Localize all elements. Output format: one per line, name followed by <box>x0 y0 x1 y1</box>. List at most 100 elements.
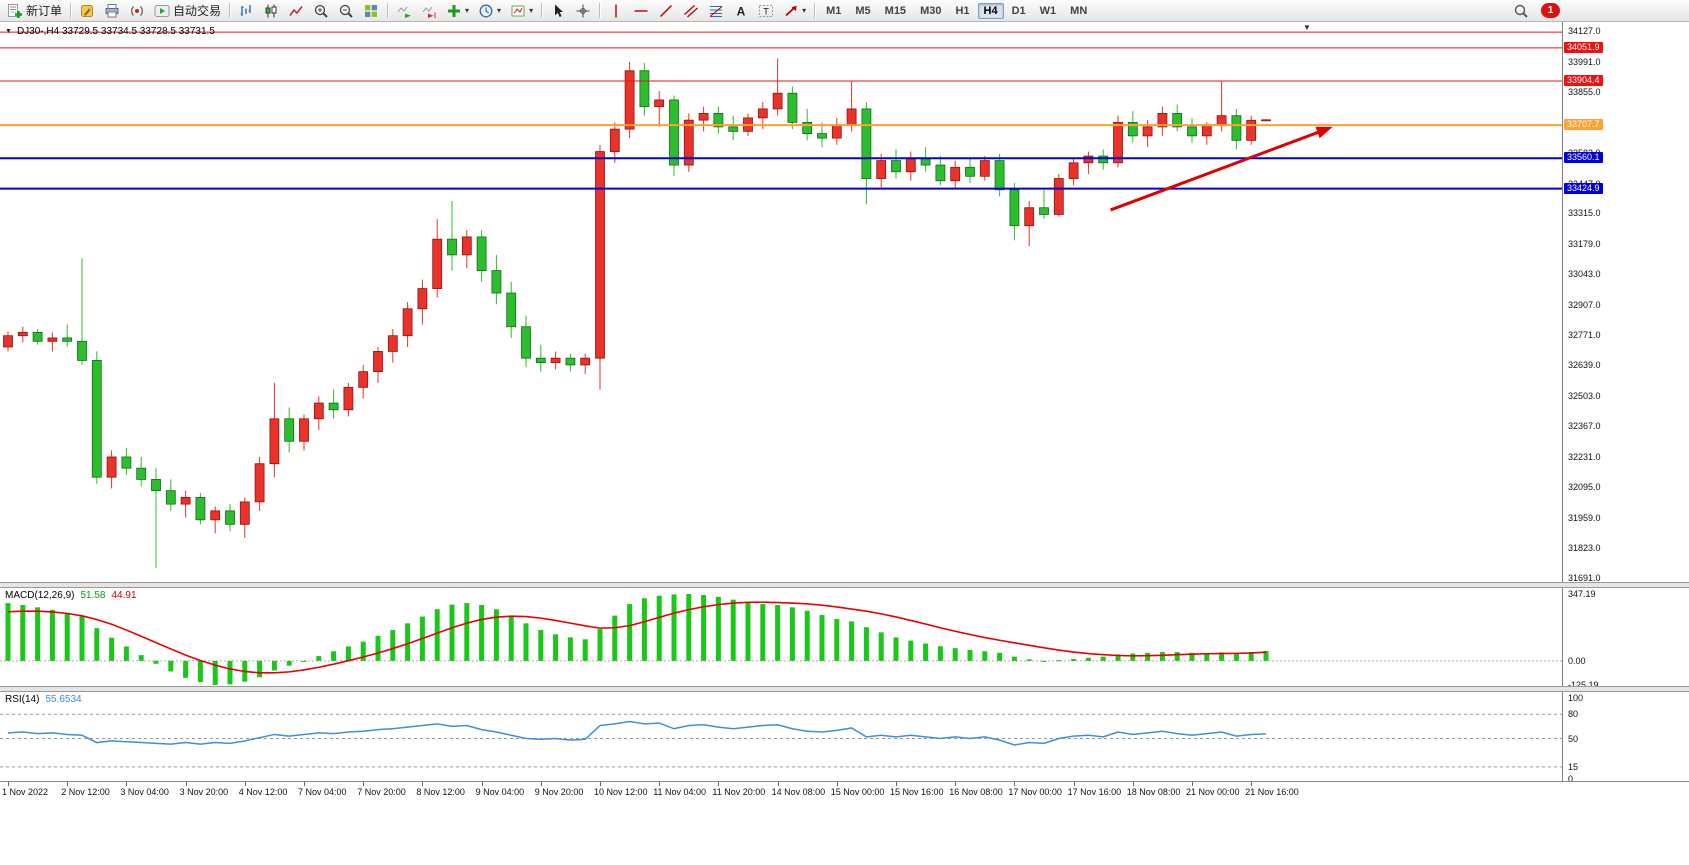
tile-windows-button[interactable] <box>359 0 383 22</box>
arrows-icon <box>785 5 797 16</box>
crosshair-button[interactable] <box>571 0 595 22</box>
panel-splitter[interactable] <box>0 582 1689 588</box>
chart-shift-button[interactable] <box>417 0 441 22</box>
macd-signal-line <box>7 601 1267 674</box>
notification-badge[interactable]: 1 <box>1541 3 1560 18</box>
bars-chart-button[interactable] <box>234 0 258 22</box>
autotrading-icon <box>154 4 170 17</box>
time-axis-tick <box>718 782 720 786</box>
macd-histogram-bar <box>1204 653 1210 661</box>
text-label-icon: T <box>759 4 774 17</box>
macd-histogram-bar <box>5 603 11 661</box>
timeframe-button-d1[interactable]: D1 <box>1011 4 1026 17</box>
macd-histogram-bar <box>20 605 26 661</box>
candle-up <box>772 58 783 116</box>
timeframe-button-w1[interactable]: W1 <box>1039 4 1057 17</box>
metaeditor-button[interactable] <box>75 0 99 22</box>
timeframe-button-m5[interactable]: M5 <box>855 4 871 17</box>
time-axis-label: 4 Nov 12:00 <box>238 787 288 797</box>
text-label-button[interactable]: T <box>754 0 778 22</box>
macd-histogram-bar <box>789 607 795 661</box>
macd-histogram-bar <box>937 646 943 661</box>
timeframe-button-m30[interactable]: M30 <box>920 4 942 17</box>
trend-arrow-head <box>1315 126 1333 139</box>
candle-up <box>846 80 857 132</box>
time-axis-tick <box>67 782 69 786</box>
candle-down <box>136 456 147 487</box>
zoom-in-button[interactable] <box>309 0 333 22</box>
candle-down <box>328 389 339 419</box>
trend-arrow-line[interactable] <box>1110 128 1325 212</box>
equidistant-channel-button[interactable] <box>679 0 703 22</box>
timeframe-button-m15[interactable]: M15 <box>884 4 907 17</box>
horizontal-line-button[interactable] <box>629 0 653 22</box>
candle-down <box>1127 111 1138 143</box>
candle-down <box>1187 117 1197 143</box>
rsi-value: 55.6534 <box>45 694 82 705</box>
new-order-button[interactable]: 新订单 <box>3 0 66 22</box>
rsi-panel[interactable] <box>0 692 1562 781</box>
fibonacci-button[interactable] <box>704 0 728 22</box>
macd-histogram-bar <box>301 660 307 662</box>
panel-splitter[interactable] <box>0 686 1689 692</box>
candle-down <box>565 353 576 372</box>
candle-up <box>269 382 280 478</box>
candle-up <box>1157 106 1168 136</box>
macd-histogram-bar <box>553 634 559 661</box>
toolbar-separator <box>814 3 816 18</box>
zoom-out-button[interactable] <box>334 0 358 22</box>
price-axis[interactable]: 34127.033991.033855.033719.033583.033447… <box>1563 22 1689 801</box>
text-button[interactable]: A <box>729 0 753 22</box>
broadcast-button[interactable] <box>125 0 149 22</box>
macd-histogram-bar <box>1248 652 1254 661</box>
search-icon[interactable] <box>1513 3 1529 19</box>
candlestick-chart-icon <box>265 4 277 17</box>
autotrading-label: 自动交易 <box>173 4 222 18</box>
macd-histogram-bar <box>745 602 751 661</box>
rsi-line <box>7 720 1267 746</box>
auto-scroll-button[interactable] <box>392 0 416 22</box>
candle-down <box>77 258 87 365</box>
print-button[interactable] <box>100 0 124 22</box>
candle-up <box>950 160 961 188</box>
templates-button[interactable]: ▾ <box>506 0 537 22</box>
one-click-trading-arrow-icon[interactable]: ▼ <box>5 28 12 35</box>
time-axis[interactable]: 1 Nov 2022 2 Nov 12:00 3 Nov 04:00 3 Nov 20… <box>0 781 1689 801</box>
time-axis-label: 9 Nov 20:00 <box>534 787 584 797</box>
trendline-button[interactable] <box>654 0 678 22</box>
main-price-chart[interactable] <box>0 22 1562 582</box>
time-axis-label: 14 Nov 08:00 <box>771 787 826 797</box>
vertical-line-button[interactable] <box>604 0 628 22</box>
candlestick-chart-button[interactable] <box>259 0 283 22</box>
timeframe-button-mn[interactable]: MN <box>1070 4 1088 17</box>
candle-down <box>195 492 206 525</box>
time-axis-label: 10 Nov 12:00 <box>594 787 648 797</box>
price-axis-label: 31691.0 <box>1568 573 1601 583</box>
macd-histogram-bar <box>982 651 988 661</box>
macd-histogram-bar <box>271 660 277 671</box>
timeframe-button-h1[interactable]: H1 <box>955 4 970 17</box>
line-chart-button[interactable] <box>284 0 308 22</box>
price-flag: 33904.4 <box>1564 74 1603 86</box>
chart-shift-marker-icon[interactable]: ▼ <box>1303 23 1311 32</box>
candle-up <box>180 490 191 518</box>
candle-down <box>1039 189 1049 219</box>
timeframe-button-h4[interactable]: H4 <box>977 2 1004 19</box>
periods-button[interactable]: ▾ <box>474 0 505 22</box>
macd-axis-label: 0.00 <box>1568 655 1586 666</box>
macd-histogram-bar <box>597 629 603 661</box>
cursor-button[interactable] <box>546 0 570 22</box>
timeframe-button-m1[interactable]: M1 <box>826 4 842 17</box>
autotrading-button[interactable]: 自动交易 <box>150 0 225 22</box>
line-chart-icon <box>289 5 303 16</box>
print-icon <box>105 3 119 17</box>
indicators-button[interactable]: ▾ <box>442 0 473 22</box>
macd-panel[interactable] <box>0 588 1562 686</box>
macd-histogram-bar <box>627 604 633 661</box>
macd-histogram-bar <box>1145 652 1151 661</box>
broadcast-icon <box>131 5 143 16</box>
candle-up <box>905 151 916 181</box>
chevron-down-icon: ▾ <box>529 5 534 15</box>
arrows-button[interactable]: ▾ <box>779 0 810 22</box>
time-axis-label: 7 Nov 04:00 <box>298 787 347 797</box>
